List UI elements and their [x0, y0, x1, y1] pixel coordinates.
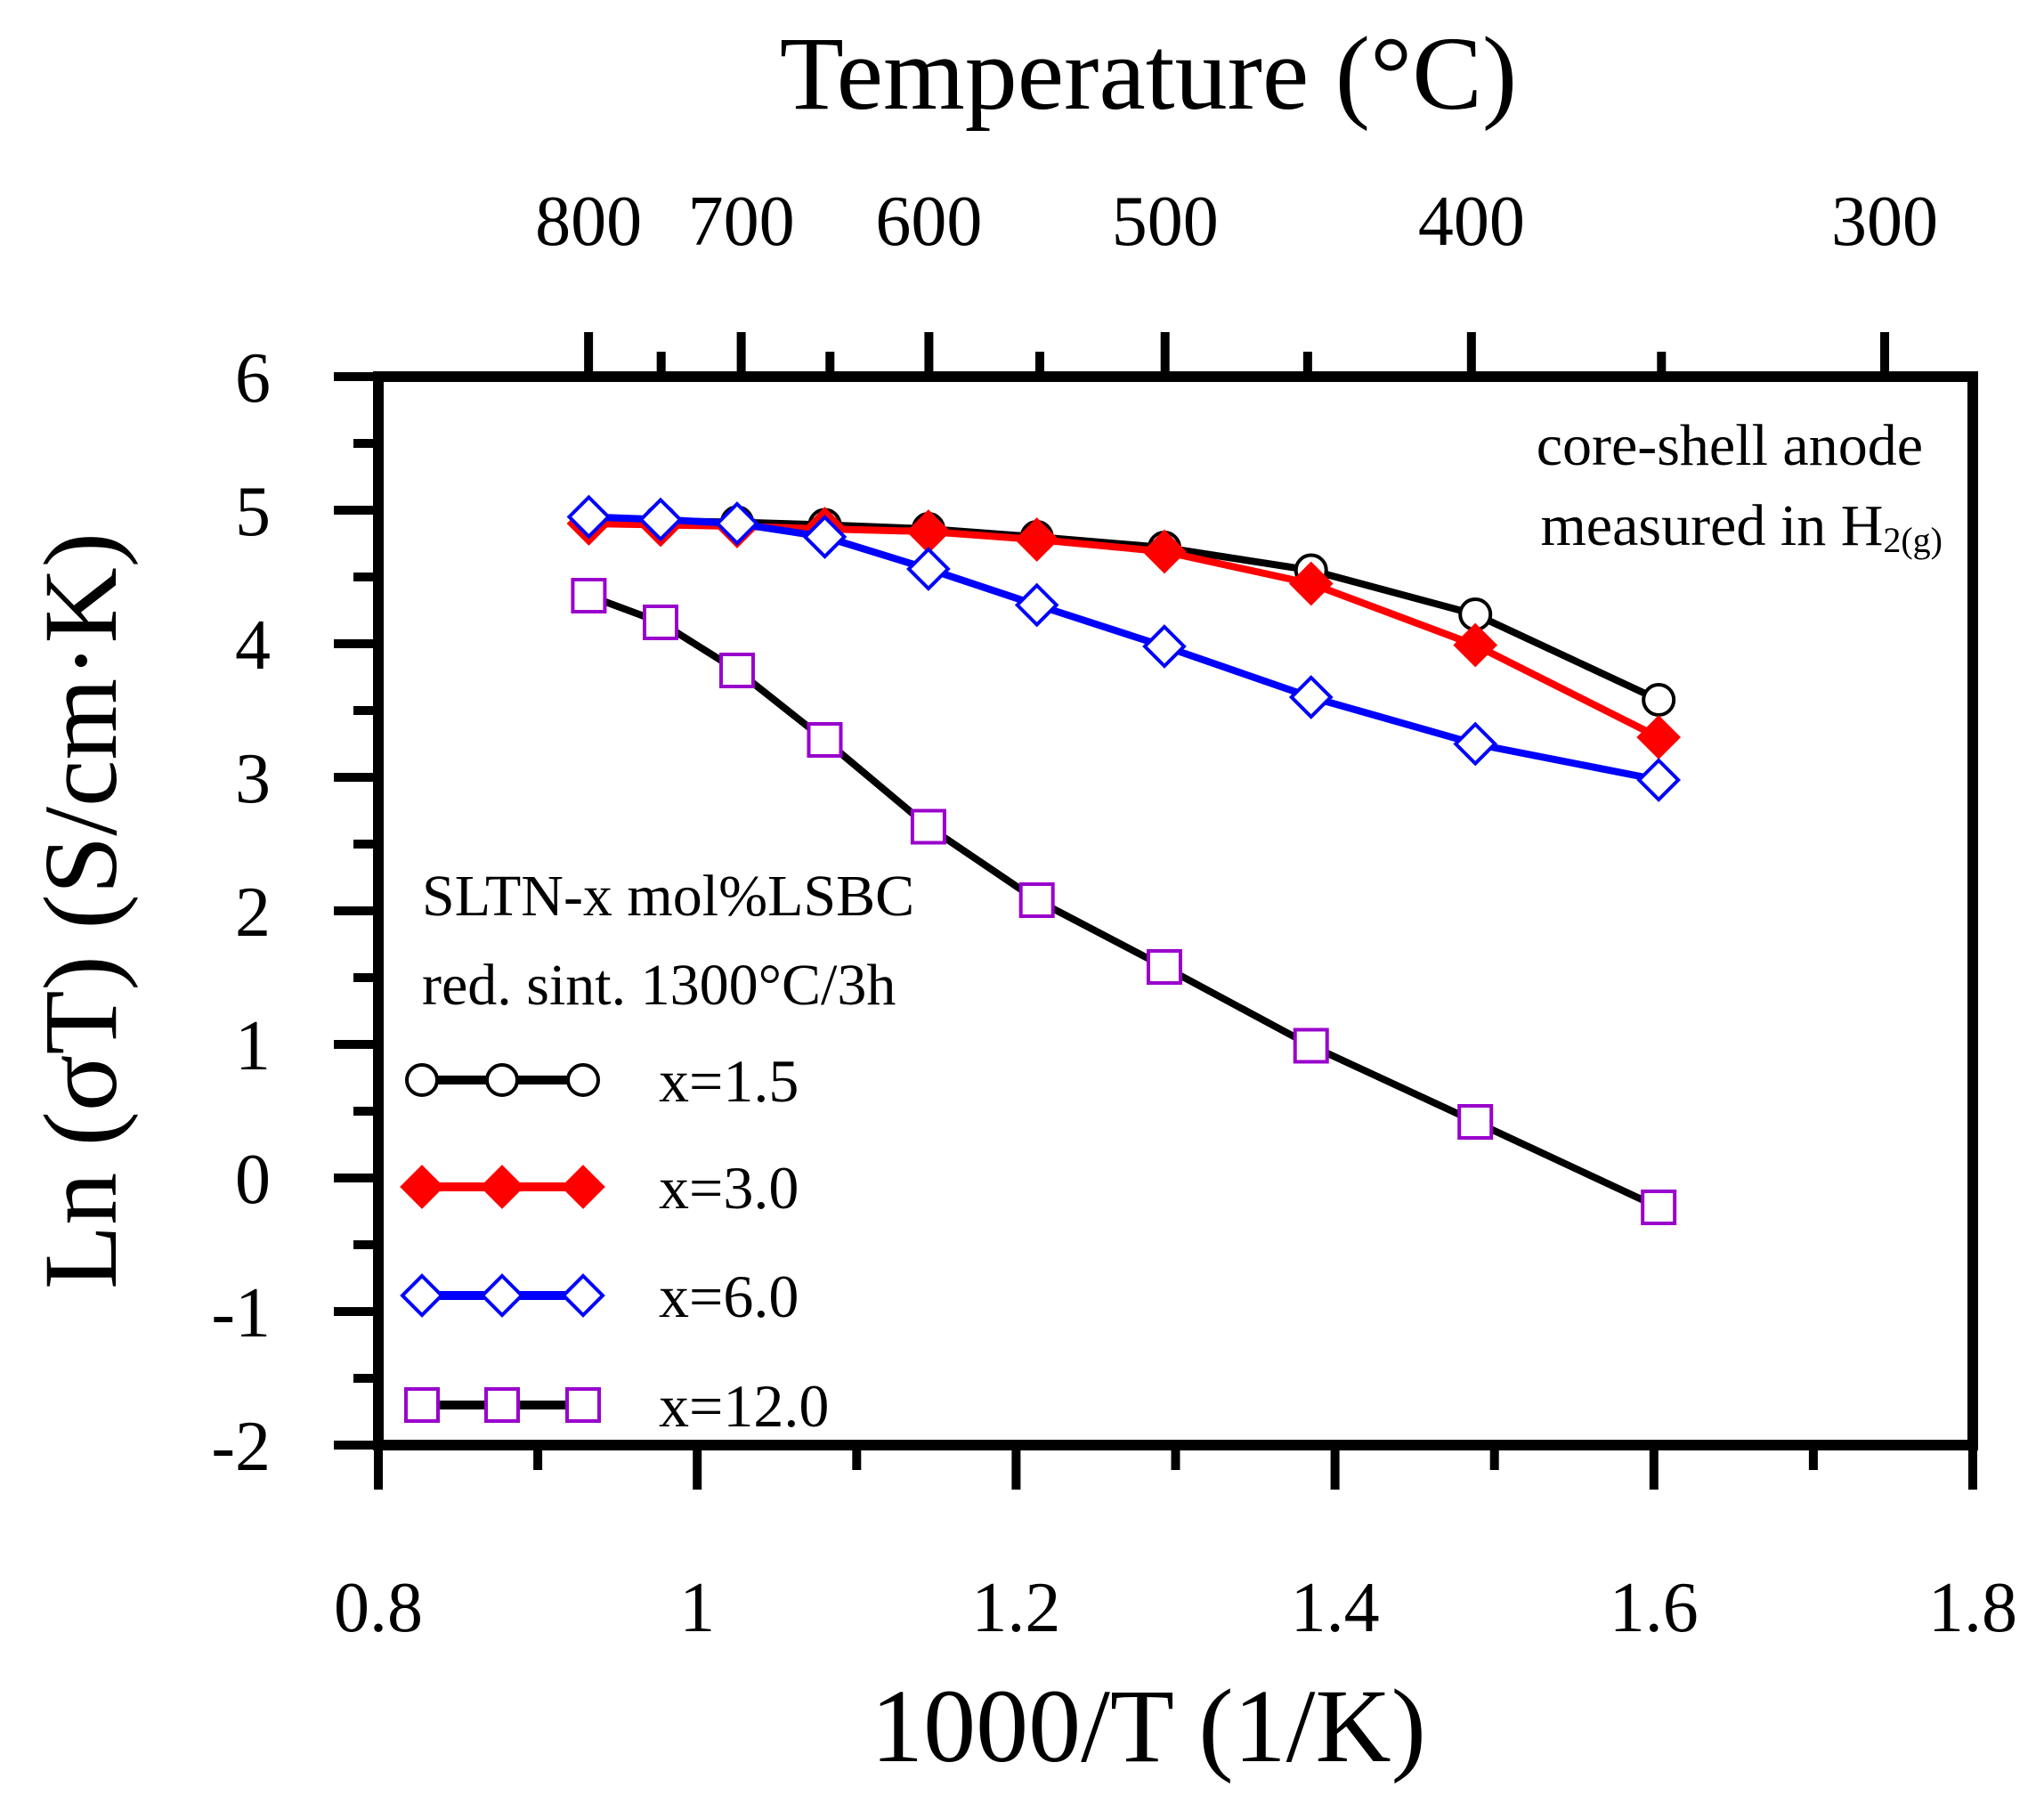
legend-marker-3 [400, 1273, 444, 1318]
legend-marker-2 [561, 1165, 605, 1209]
annotation-line-1: core-shell anode [1537, 413, 1923, 478]
y-tick-label: 1 [235, 1007, 271, 1085]
series-3-point [638, 497, 683, 542]
series-3-line [588, 513, 1659, 784]
x-tick-label: 1 [679, 1569, 715, 1647]
y-tick-label: 6 [235, 339, 271, 418]
x-axis-title: 1000/T (1/K) [871, 1668, 1426, 1784]
annotation-line-2-sub: 2(g) [1883, 520, 1943, 560]
top-tick-label: 400 [1418, 183, 1525, 261]
legend-marker-1 [566, 1063, 600, 1097]
annotation-line-2-text: measured in H [1540, 493, 1883, 558]
series-3-point [1288, 675, 1334, 719]
legend: SLTN-x mol%LSBC red. sint. 1300°C/3h x=1… [400, 864, 914, 1440]
plot-frame [373, 371, 1978, 1450]
legend-marker-4 [565, 1387, 601, 1423]
x-tick-label: 1.2 [971, 1569, 1060, 1647]
y-tick-label: 4 [235, 606, 271, 685]
legend-label-3: x=6.0 [659, 1263, 799, 1330]
series-1-point [1642, 683, 1676, 717]
series-4-point [1018, 882, 1055, 918]
series-4-point [807, 722, 843, 758]
series-3-point [1014, 582, 1059, 628]
x-tick-label: 1.8 [1928, 1569, 2017, 1647]
legend-marker-4 [404, 1387, 440, 1423]
series-4-point [1457, 1104, 1494, 1140]
legend-marker-2 [400, 1165, 444, 1209]
y-tick-label: 3 [235, 740, 271, 818]
x-tick-label: 0.8 [334, 1569, 423, 1647]
legend-label-4: x=12.0 [659, 1372, 829, 1440]
legend-marker-1 [485, 1063, 519, 1097]
legend-marker-3 [561, 1273, 605, 1318]
y-tick-label: 2 [235, 873, 271, 952]
series-4-point [643, 605, 679, 640]
y-tick-label: -1 [211, 1274, 271, 1352]
legend-title-line-1: SLTN-x mol%LSBC [422, 864, 914, 929]
series-3-point [802, 515, 848, 559]
series-3-point [1636, 758, 1682, 802]
series-4-point [1146, 949, 1182, 985]
series-4-point [1293, 1027, 1329, 1064]
top-axis-title: Temperature (°C) [780, 15, 1517, 132]
x-tick-label: 1.6 [1610, 1569, 1699, 1647]
series-layer [566, 494, 1682, 1225]
series-2-line [588, 520, 1660, 741]
series-2-point [1453, 622, 1498, 668]
legend-label-1: x=1.5 [659, 1047, 799, 1115]
y-axis-title: Ln (σT) (S/cm·K) [22, 532, 139, 1289]
series-2-point [1288, 561, 1334, 606]
series-4-point [910, 808, 946, 845]
series-2-point [1636, 715, 1682, 759]
series-3-point [566, 494, 612, 540]
top-tick-label: 300 [1831, 183, 1938, 261]
legend-entries: x=1.5 x=3.0 x=6.0 x=12.0 [400, 1047, 829, 1440]
top-tick-label: 800 [535, 183, 642, 261]
x-tick-label: 1.4 [1291, 1569, 1380, 1647]
series-3-point [715, 501, 759, 546]
series-4-line [588, 592, 1660, 1211]
annotation-top-right: core-shell anode measured in H2(g) [1537, 413, 1943, 560]
series-3-point [1453, 721, 1498, 767]
legend-marker-4 [484, 1387, 520, 1423]
top-tick-label: 700 [688, 183, 795, 261]
series-4-point [1641, 1190, 1677, 1225]
series-2-point [1142, 529, 1187, 574]
series-2-point [1014, 517, 1059, 562]
y-tick-label: -2 [211, 1408, 271, 1486]
series-3-point [1142, 624, 1187, 669]
series-4-point [571, 578, 607, 613]
legend-title-line-2: red. sint. 1300°C/3h [422, 953, 896, 1018]
legend-marker-2 [480, 1165, 524, 1209]
legend-marker-1 [405, 1063, 439, 1097]
legend-label-2: x=3.0 [659, 1154, 799, 1222]
y-tick-label: 0 [235, 1141, 271, 1219]
top-tick-label: 500 [1112, 183, 1219, 261]
y-tick-label: 5 [235, 473, 271, 551]
axes-layer: 0.8 1 1.2 1.4 1.6 1.8 -2 -1 0 1 2 3 4 5 6 800 700 600 500 4… [211, 183, 2017, 1647]
top-tick-label: 600 [875, 183, 982, 261]
series-3-point [906, 547, 951, 591]
annotation-line-2: measured in H2(g) [1540, 493, 1943, 560]
series-4-point [718, 653, 755, 688]
legend-marker-3 [480, 1273, 524, 1318]
